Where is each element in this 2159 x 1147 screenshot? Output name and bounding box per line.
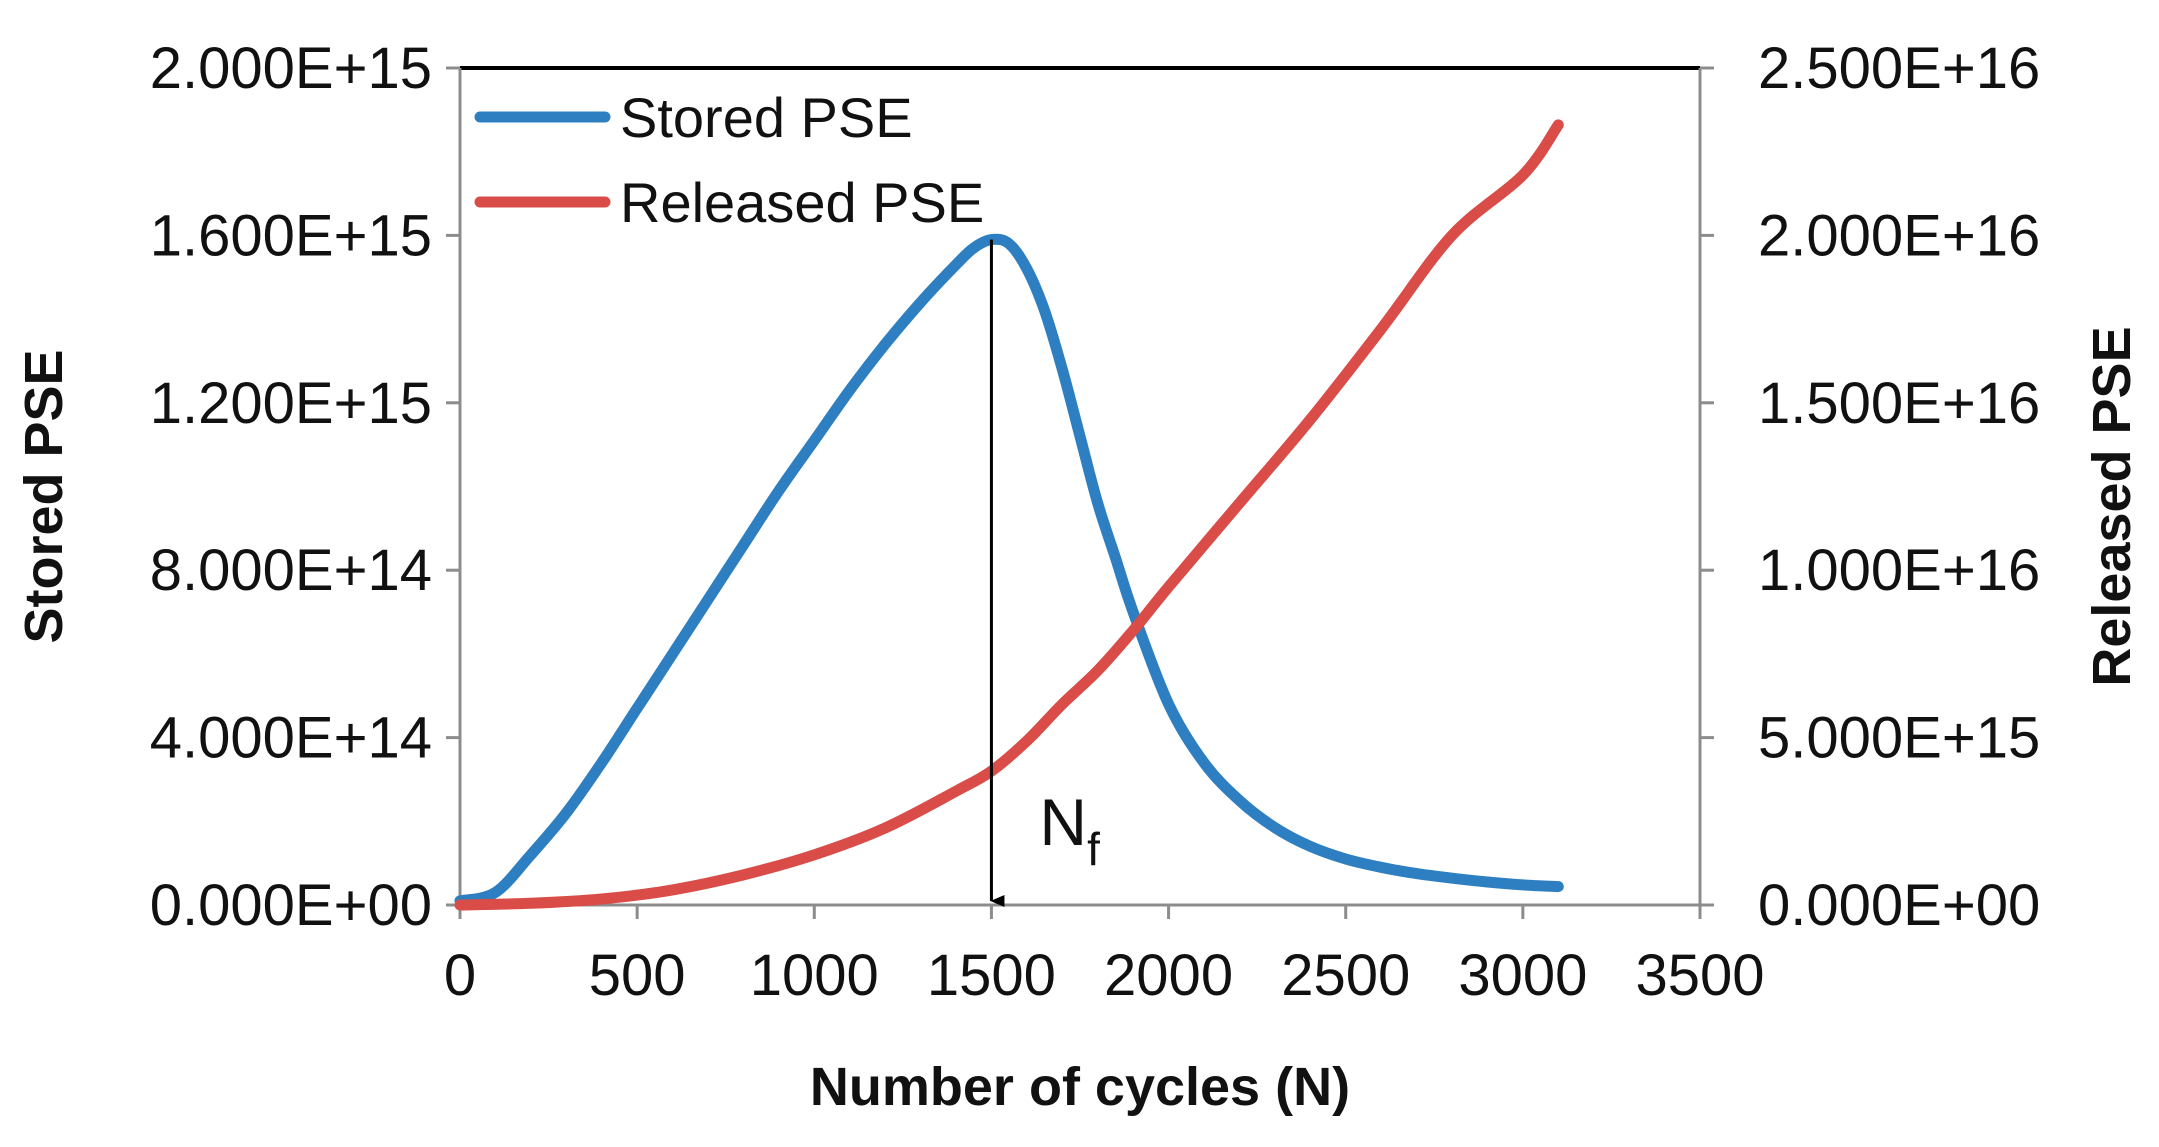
axes-group: 0 500 1000 1500 2000 2500 3000 35000.000E+004.0… xyxy=(14,36,2142,1117)
left-y-tick-label: 1.200E+15 xyxy=(150,371,432,436)
x-tick-label: 1000 xyxy=(750,943,879,1008)
x-tick-label: 500 xyxy=(589,943,686,1008)
right-y-tick-label: 0.000E+00 xyxy=(1758,873,2040,938)
x-tick-label: 3500 xyxy=(1635,943,1764,1008)
legend-group: Stored PSE Released PSE xyxy=(474,86,984,234)
x-tick-label: 0 xyxy=(444,943,476,1008)
x-tick-label: 3000 xyxy=(1458,943,1587,1008)
nf-annotation-main: N xyxy=(1039,785,1087,859)
x-tick-label: 2500 xyxy=(1281,943,1410,1008)
right-y-tick-label: 1.500E+16 xyxy=(1758,371,2040,436)
x-tick-label: 1500 xyxy=(927,943,1056,1008)
left-y-tick-label: 2.000E+15 xyxy=(150,36,432,101)
series-line-released-pse xyxy=(454,119,1564,911)
right-y-axis-title: Released PSE xyxy=(2082,326,2142,686)
legend-stored-pse-label: Stored PSE xyxy=(620,86,913,149)
right-y-tick-label: 2.500E+16 xyxy=(1758,36,2040,101)
series-line-stored-pse xyxy=(454,233,1564,907)
nf-annotation-label: Nf xyxy=(1039,785,1100,875)
x-axis-title: Number of cycles (N) xyxy=(810,1057,1350,1117)
left-y-tick-label: 0.000E+00 xyxy=(150,873,432,938)
series-group xyxy=(454,119,1564,911)
legend-released-pse-label: Released PSE xyxy=(620,171,984,234)
nf-annotation-subscript: f xyxy=(1087,823,1100,875)
left-y-tick-label: 1.600E+15 xyxy=(150,203,432,268)
right-y-tick-label: 2.000E+16 xyxy=(1758,203,2040,268)
annotation-group: Nf xyxy=(989,239,1100,907)
x-tick-label: 2000 xyxy=(1104,943,1233,1008)
left-y-tick-label: 4.000E+14 xyxy=(150,706,432,771)
right-y-tick-label: 1.000E+16 xyxy=(1758,538,2040,603)
right-y-tick-label: 5.000E+15 xyxy=(1758,706,2040,771)
left-y-tick-label: 8.000E+14 xyxy=(150,538,432,603)
left-y-axis-title: Stored PSE xyxy=(14,349,74,643)
